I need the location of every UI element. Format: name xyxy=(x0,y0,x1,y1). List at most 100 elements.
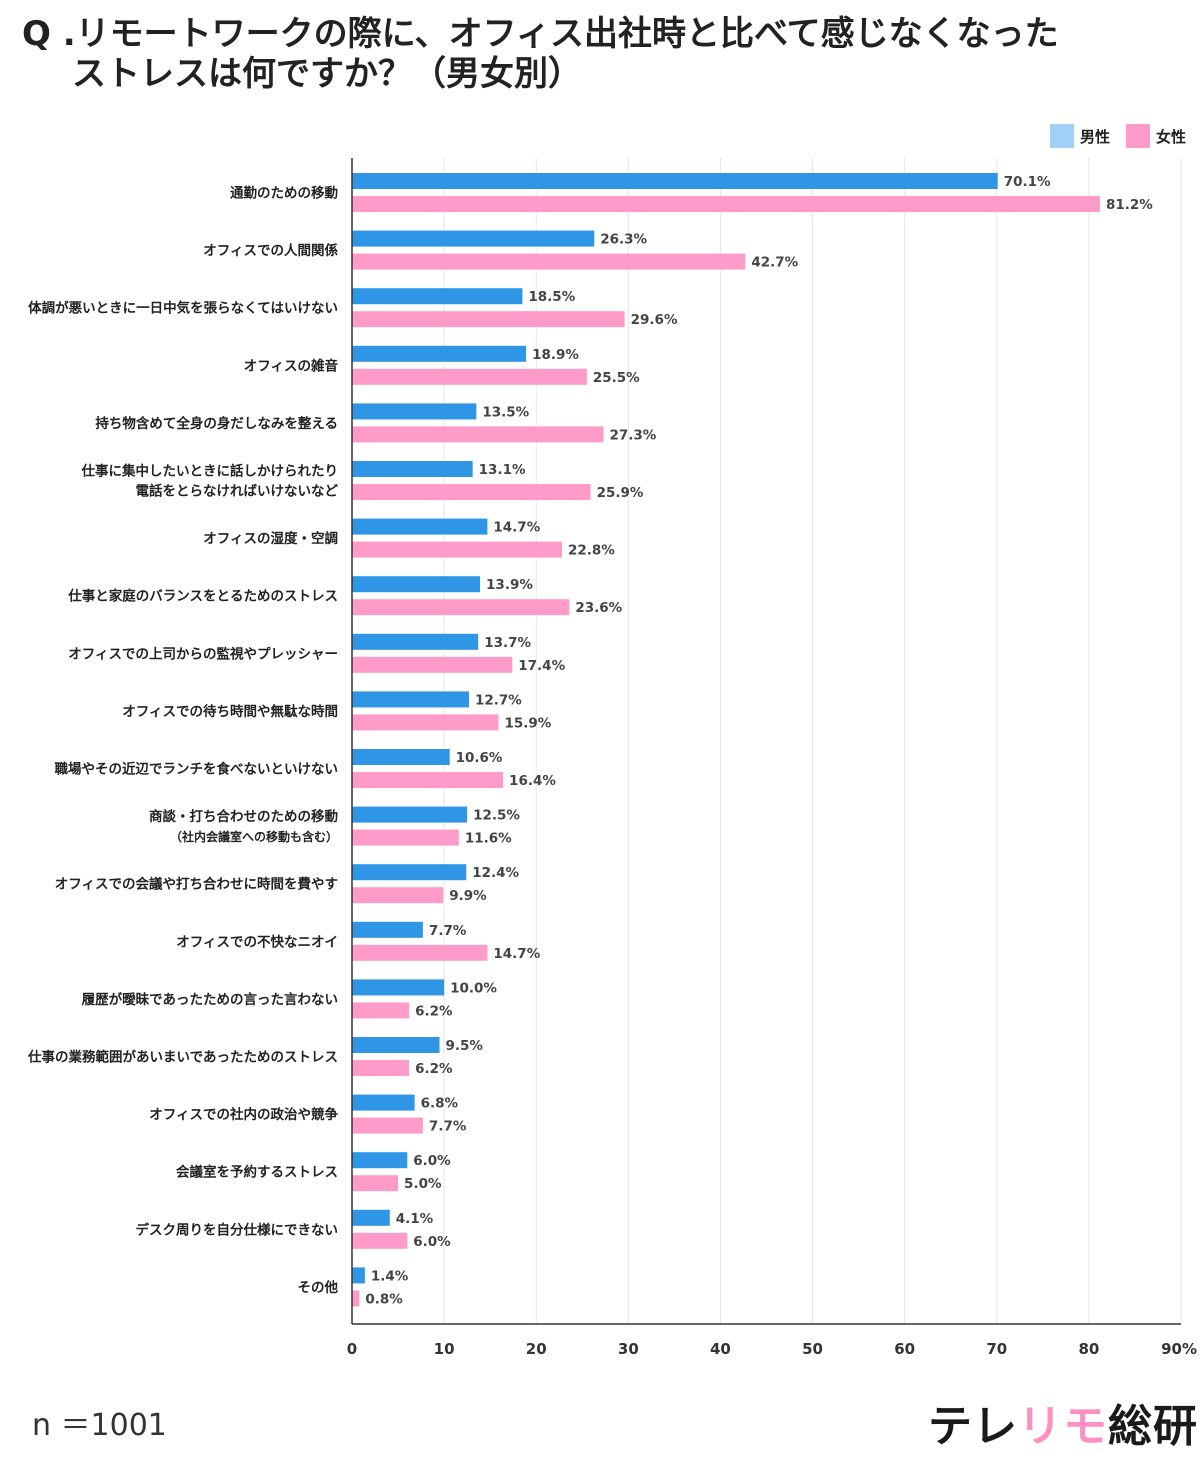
value-label-male: 70.1% xyxy=(1004,174,1051,190)
category-label: その他 xyxy=(298,1279,339,1296)
bar-female xyxy=(352,1002,410,1019)
value-label-female: 11.6% xyxy=(465,831,512,847)
bar-male xyxy=(352,921,423,938)
bar-male xyxy=(352,633,479,650)
bar-female xyxy=(352,253,746,270)
bar-female xyxy=(352,484,591,500)
value-label-female: 22.8% xyxy=(568,543,615,559)
bar-female xyxy=(352,1175,399,1192)
legend-item-male: 男性 xyxy=(1049,124,1110,148)
bar-female xyxy=(352,599,570,616)
bar-male xyxy=(352,749,450,765)
category-label: オフィスでの上司からの監視やプレッシャー xyxy=(68,645,338,662)
chart-title: Q .リモートワークの際に、オフィス出社時と比べて感じなくなった ストレスは何で… xyxy=(22,14,1182,94)
value-label-male: 6.8% xyxy=(421,1096,459,1112)
value-label-male: 13.7% xyxy=(484,635,531,651)
bar-male xyxy=(352,345,527,362)
bar-female xyxy=(352,196,1100,212)
bar-male xyxy=(352,1037,440,1053)
category-label: 職場やその近辺でランチを食べないといけない xyxy=(55,761,339,778)
x-tick-label: 80 xyxy=(1078,1340,1099,1358)
bar-male xyxy=(352,1267,365,1284)
bar-female xyxy=(352,426,604,443)
bar-female xyxy=(352,1232,408,1249)
value-label-male: 13.5% xyxy=(482,404,529,420)
category-label: 通勤のための移動 xyxy=(230,185,338,202)
logo-part-1: テレ xyxy=(928,1401,1018,1452)
bar-male xyxy=(352,518,488,535)
x-tick-label: 70 xyxy=(986,1340,1007,1358)
x-tick-label: 10 xyxy=(434,1340,455,1358)
bar-female xyxy=(352,1060,410,1076)
bar-female xyxy=(352,714,499,731)
category-label: 仕事と家庭のバランスをとるためのストレス xyxy=(67,588,338,605)
bar-female xyxy=(352,1290,360,1307)
value-label-male: 12.5% xyxy=(473,808,520,824)
category-label: 電話をとらなければいけないなど xyxy=(136,483,339,500)
x-tick-label: 60 xyxy=(894,1340,915,1358)
brand-logo: テレリモ総研 xyxy=(928,1390,1198,1454)
value-label-male: 12.7% xyxy=(475,692,522,708)
category-label: オフィスでの会議や打ち合わせに時間を費やす xyxy=(55,876,338,893)
value-label-female: 9.9% xyxy=(449,888,487,904)
x-tick-label: 40 xyxy=(710,1340,731,1358)
logo-part-3: 総研 xyxy=(1108,1401,1198,1452)
value-label-female: 17.4% xyxy=(518,658,565,674)
value-label-male: 4.1% xyxy=(396,1211,434,1227)
value-label-female: 5.0% xyxy=(404,1176,442,1192)
bar-female xyxy=(352,887,444,904)
bar-male xyxy=(352,806,468,823)
bar-male xyxy=(352,576,481,593)
bar-female xyxy=(352,656,513,673)
value-label-male: 1.4% xyxy=(371,1268,409,1284)
logo-part-2: リモ xyxy=(1018,1401,1108,1452)
value-label-female: 81.2% xyxy=(1106,197,1153,213)
bar-male xyxy=(352,979,445,996)
value-label-female: 14.7% xyxy=(493,946,540,962)
legend-item-female: 女性 xyxy=(1125,124,1186,148)
category-label: 商談・打ち合わせのための移動 xyxy=(149,808,338,825)
value-label-female: 25.9% xyxy=(597,485,644,501)
bar-female xyxy=(352,541,563,558)
value-label-male: 26.3% xyxy=(600,232,647,248)
value-label-female: 16.4% xyxy=(509,773,556,789)
bar-male xyxy=(352,1152,408,1169)
legend-label-female: 女性 xyxy=(1155,127,1186,146)
bar-male xyxy=(352,461,473,477)
value-label-male: 18.9% xyxy=(532,347,579,363)
value-label-male: 6.0% xyxy=(413,1153,451,1169)
title-line-1: Q .リモートワークの際に、オフィス出社時と比べて感じなくなった xyxy=(22,14,1059,54)
legend: 男性 女性 xyxy=(1049,124,1186,148)
bar-female xyxy=(352,1117,423,1134)
value-label-female: 27.3% xyxy=(609,427,656,443)
bar-male xyxy=(352,1209,390,1226)
category-label: オフィスでの待ち時間や無駄な時間 xyxy=(122,703,338,720)
value-label-male: 7.7% xyxy=(429,923,467,939)
value-label-female: 42.7% xyxy=(751,255,798,271)
value-label-female: 29.6% xyxy=(631,312,678,328)
bar-female xyxy=(352,368,587,385)
value-label-male: 10.0% xyxy=(450,980,497,996)
category-label: 会議室を予約するストレス xyxy=(176,1164,338,1181)
category-label: 履歴が曖昧であったための言った言わない xyxy=(82,991,338,1008)
category-label: 持ち物含めて全身の身だしなみを整える xyxy=(95,415,338,432)
category-label: （社内会議室への移動も含む） xyxy=(170,829,338,844)
value-label-male: 13.9% xyxy=(486,577,533,593)
bar-male xyxy=(352,230,595,247)
bar-male xyxy=(352,691,469,708)
value-label-female: 0.8% xyxy=(365,1291,403,1307)
value-label-male: 18.5% xyxy=(528,289,575,305)
category-label: オフィスの湿度・空調 xyxy=(203,530,338,547)
value-label-male: 12.4% xyxy=(472,865,519,881)
x-tick-label: 0 xyxy=(347,1340,357,1358)
category-label: 仕事の業務範囲があいまいであったためのストレス xyxy=(27,1049,338,1066)
x-tick-label: 90% xyxy=(1161,1340,1197,1358)
category-label: オフィスの雑音 xyxy=(244,357,339,374)
category-label: オフィスでの人間関係 xyxy=(203,242,338,259)
x-tick-label: 50 xyxy=(802,1340,823,1358)
bar-male xyxy=(352,403,477,420)
x-tick-label: 20 xyxy=(526,1340,547,1358)
legend-label-male: 男性 xyxy=(1079,127,1110,146)
value-label-male: 10.6% xyxy=(456,750,503,766)
bar-female xyxy=(352,772,504,788)
